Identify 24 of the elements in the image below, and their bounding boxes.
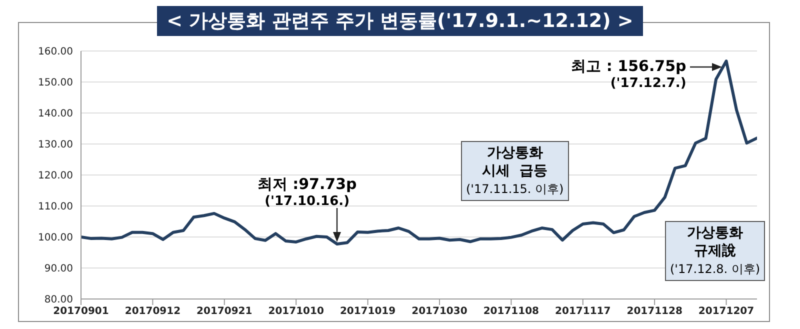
chart-title: < 가상통화 관련주 주가 변동률('17.9.1.~12.12) > xyxy=(156,6,644,36)
y-tick-label: 160.00 xyxy=(38,46,73,58)
annotation: 최고 : 156.75p ('17.12.7.) xyxy=(570,57,686,94)
annotation: 최저 :97.73p ('17.10.16.) xyxy=(256,175,358,210)
y-tick-label: 120.00 xyxy=(38,170,73,182)
x-tick-label: 20170921 xyxy=(196,306,252,318)
x-tick-label: 20171019 xyxy=(340,306,396,318)
y-tick-label: 130.00 xyxy=(38,140,73,151)
x-tick-label: 20170901 xyxy=(53,306,109,318)
annotation: 가상통화 규제說 ('17.12.8. 이후) xyxy=(670,224,760,278)
x-tick-label: 20171010 xyxy=(268,306,324,318)
x-tick-label: 20170912 xyxy=(124,306,181,318)
y-tick-label: 100.00 xyxy=(38,232,73,244)
y-tick-label: 90.00 xyxy=(44,264,73,275)
y-tick-label: 140.00 xyxy=(38,108,73,120)
y-tick-label: 150.00 xyxy=(38,78,73,89)
y-tick-label: 80.00 xyxy=(44,294,73,306)
x-tick-label: 20171207 xyxy=(698,306,754,318)
x-tick-label: 20171128 xyxy=(626,306,682,318)
y-tick-label: 110.00 xyxy=(38,202,73,213)
x-tick-label: 20171117 xyxy=(555,306,611,318)
annotation: 가상통화 시세 급등 ('17.11.15. 이후) xyxy=(466,144,564,198)
x-tick-label: 20171108 xyxy=(483,306,540,318)
x-tick-label: 20171030 xyxy=(412,306,468,318)
